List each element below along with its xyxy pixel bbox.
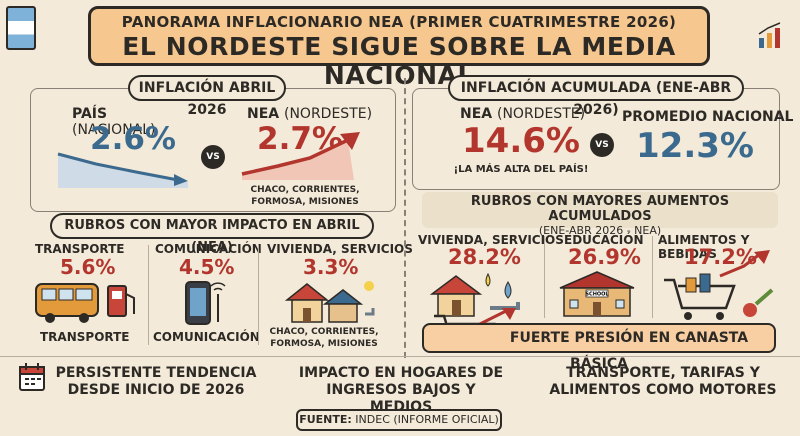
- acum-divider-2: [652, 236, 653, 318]
- rubro-vivienda-caption: CHACO, CORRIENTES, FORMOSA, MISIONES: [268, 326, 380, 350]
- school-building-icon: SCHOOL: [559, 271, 635, 317]
- pais-label: PAÍS (NACIONAL): [72, 106, 192, 138]
- bottom-left-text: PERSISTENTE TENDENCIA DESDE INICIO DE 20…: [52, 365, 260, 399]
- bar-chart-icon: [758, 22, 781, 48]
- bottom-center-line-1: IMPACTO EN HOGARES DE: [298, 365, 504, 381]
- rubro-divider-1: [148, 245, 149, 345]
- pais-value: 2.6%: [90, 121, 176, 157]
- bus-icon: [35, 283, 135, 323]
- nea-provinces-line-1: CHACO, CORRIENTES,: [250, 185, 360, 195]
- nea-qualifier: (NORDESTE): [284, 106, 373, 122]
- house-utilities-icon: [429, 272, 520, 317]
- rising-graph-icon: [241, 132, 360, 180]
- header-banner: PANORAMA INFLACIONARIO NEA (PRIMER CUATR…: [88, 6, 710, 90]
- rubros-acum-header: RUBROS CON MAYORES AUMENTOS ACUMULADOS (…: [422, 192, 778, 237]
- phone-signal-icon: [185, 281, 226, 325]
- houses-icon: [285, 281, 375, 323]
- panel-separator: [404, 78, 406, 358]
- rubro-comunicacion-value: 4.5%: [179, 255, 235, 279]
- acum-educacion-value: 26.9%: [568, 245, 641, 269]
- left-panel-title: INFLACIÓN ABRIL 2026: [128, 75, 286, 118]
- nea-label: NEA (NORDESTE): [247, 106, 387, 122]
- acum-educacion-label: EDUCACIÓN: [564, 233, 644, 247]
- rubro-comunicacion-label: COMUNICACIÓN: [155, 242, 262, 256]
- source-label: FUENTE:: [299, 413, 352, 426]
- rubro-vivienda-caption-line-1: CHACO, CORRIENTES,: [269, 327, 379, 337]
- vs-badge-right: VS: [590, 133, 614, 157]
- acum-vivienda-value: 28.2%: [448, 245, 521, 269]
- canasta-banner: FUERTE PRESIÓN EN CANASTA BÁSICA: [422, 323, 776, 372]
- acum-nea-label-text: NEA: [460, 106, 493, 122]
- school-sign-text: SCHOOL: [585, 292, 609, 298]
- rubro-transporte-value: 5.6%: [60, 255, 116, 279]
- rubro-divider-2: [258, 245, 259, 345]
- source-text: INDEC (INFORME OFICIAL): [355, 413, 499, 426]
- rubros-acum-subtitle: (ENE-ABR 2026 - NEA): [538, 224, 662, 237]
- acum-alimentos-label: ALIMENTOS Y BEBIDAS: [658, 233, 750, 261]
- nea-provinces: CHACO, CORRIENTES, FORMOSA, MISIONES: [250, 184, 360, 208]
- bottom-left-line-2: DESDE INICIO DE 2026: [67, 382, 245, 398]
- calendar-icon: [19, 363, 45, 391]
- pais-qualifier: (NACIONAL): [72, 122, 156, 138]
- canasta-banner-text: FUERTE PRESIÓN EN CANASTA BÁSICA: [509, 330, 749, 372]
- rubro-vivienda-value: 3.3%: [303, 255, 359, 279]
- acum-nacional-value: 12.3%: [636, 126, 754, 166]
- bottom-left-line-1: PERSISTENTE TENDENCIA: [55, 365, 257, 381]
- acum-nea-value: 14.6%: [462, 121, 580, 161]
- source-box: FUENTE: INDEC (INFORME OFICIAL): [296, 409, 502, 431]
- acum-vivienda-label: VIVIENDA, SERVICIOS: [418, 233, 564, 247]
- grocery-cart-icon: [664, 250, 774, 320]
- rubro-vivienda-caption-line-2: FORMOSA, MISIONES: [270, 339, 378, 349]
- rubro-comunicacion-caption: COMUNICACIÓN: [153, 330, 260, 344]
- bottom-center-text: IMPACTO EN HOGARES DE INGRESOS BAJOS Y M…: [296, 365, 506, 416]
- nea-provinces-line-2: FORMOSA, MISIONES: [251, 197, 359, 207]
- vs-badge-left: VS: [201, 145, 225, 169]
- bottom-right-line-2: ALIMENTOS COMO MOTORES: [549, 382, 777, 398]
- bottom-right-line-1: TRANSPORTE, TARIFAS Y: [566, 365, 760, 381]
- pais-label-text: PAÍS: [72, 106, 108, 122]
- acum-nacional-label: PROMEDIO NACIONAL: [622, 109, 794, 125]
- header-title: EL NORDESTE SIGUE SOBRE LA MEDIA NACIONA…: [122, 32, 676, 90]
- nea-label-text: NEA: [247, 106, 280, 122]
- rubros-abril-title: RUBROS CON MAYOR IMPACTO EN ABRIL (NEA): [50, 213, 374, 255]
- bottom-rule: [0, 356, 800, 357]
- acum-divider-1: [544, 236, 545, 318]
- rubros-acum-title: RUBROS CON MAYORES AUMENTOS ACUMULADOS: [470, 194, 730, 224]
- acum-nea-note: ¡LA MÁS ALTA DEL PAÍS!: [453, 164, 589, 175]
- header-subtitle: PANORAMA INFLACIONARIO NEA (PRIMER CUATR…: [121, 13, 677, 31]
- bottom-right-text: TRANSPORTE, TARIFAS Y ALIMENTOS COMO MOT…: [548, 365, 778, 399]
- acum-nea-qualifier: (NORDESTE): [497, 106, 586, 122]
- rubro-vivienda-label: VIVIENDA, SERVICIOS: [267, 242, 413, 256]
- argentina-flag-icon: [6, 6, 36, 50]
- rubro-transporte-label: TRANSPORTE: [35, 242, 125, 256]
- acum-nea-label: NEA (NORDESTE): [460, 106, 600, 122]
- rubro-transporte-caption: TRANSPORTE: [40, 330, 130, 344]
- right-panel-title: INFLACIÓN ACUMULADA (ENE-ABR 2026): [448, 75, 744, 118]
- decline-graph-icon: [57, 152, 188, 188]
